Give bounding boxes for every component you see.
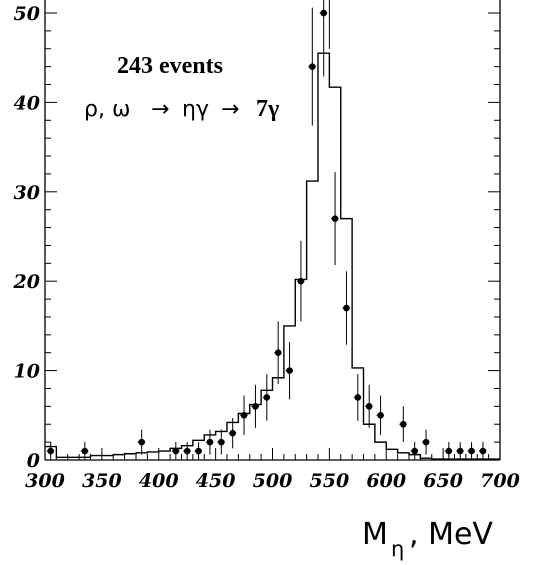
point-marker — [81, 447, 89, 455]
point-marker — [206, 438, 214, 446]
data-point — [251, 384, 260, 428]
reaction-start: ρ, ω — [84, 97, 130, 122]
x-tick-label: 650 — [423, 470, 463, 492]
point-marker — [297, 277, 305, 285]
data-point — [194, 442, 203, 460]
reaction-arrow-2: → — [221, 97, 239, 122]
histogram-layer — [45, 0, 500, 460]
x-axis-label-subscript: η — [391, 537, 404, 561]
point-marker — [240, 412, 248, 419]
point-marker — [172, 447, 180, 455]
point-marker — [183, 447, 191, 455]
x-axis-label-unit: , MeV — [409, 517, 493, 552]
x-tick-label: 550 — [310, 470, 350, 492]
y-tick-label: 50 — [14, 3, 40, 25]
point-marker — [377, 412, 384, 419]
point-marker — [365, 403, 373, 410]
reaction-arrow-1: → — [151, 97, 169, 122]
point-marker — [456, 447, 464, 455]
point-marker — [138, 438, 145, 446]
data-point — [205, 429, 214, 455]
data-point — [478, 442, 487, 460]
data-point — [376, 395, 385, 435]
point-marker — [331, 215, 339, 222]
y-tick-label: 20 — [13, 271, 40, 293]
events-annotation: 243 events — [117, 53, 223, 79]
data-point — [137, 429, 146, 455]
y-tick-label: 10 — [14, 361, 40, 383]
data-point — [46, 442, 55, 460]
point-marker — [309, 63, 316, 70]
x-tick-label: 700 — [480, 470, 520, 492]
reaction-end: 7γ — [256, 96, 279, 122]
point-marker — [422, 438, 430, 446]
point-marker — [445, 447, 453, 455]
plot-frame — [44, 0, 501, 461]
data-point — [399, 406, 408, 443]
data-point — [274, 321, 283, 385]
data-point — [171, 442, 180, 460]
data-point — [262, 374, 271, 421]
data-point — [285, 341, 294, 400]
x-tick-label: 600 — [366, 470, 406, 492]
point-marker — [195, 447, 202, 455]
y-tick-label: 30 — [14, 182, 40, 204]
x-tick-label: 350 — [82, 470, 122, 492]
point-marker — [263, 394, 271, 401]
data-point — [467, 442, 476, 460]
x-tick-label: 400 — [139, 470, 179, 492]
data-point — [183, 442, 192, 460]
reaction-mid: ηγ — [182, 97, 209, 122]
ticks-layer: 300 350 400 450 500 550 600 650 700 0 10 20 30 40 50 — [13, 3, 520, 492]
point-marker — [400, 420, 407, 428]
point-marker — [343, 304, 350, 312]
point-marker — [320, 9, 327, 17]
point-marker — [252, 403, 259, 410]
data-point — [228, 417, 237, 449]
y-tick-label: 40 — [14, 92, 40, 114]
point-marker — [354, 394, 362, 401]
point-marker — [468, 447, 475, 455]
data-point — [331, 172, 340, 266]
data-point — [353, 374, 362, 421]
point-marker — [479, 447, 487, 455]
data-point — [240, 395, 249, 435]
point-marker — [47, 447, 54, 455]
data-point — [365, 384, 374, 428]
point-marker — [218, 438, 225, 446]
point-marker — [274, 349, 282, 357]
data-point — [410, 442, 419, 460]
data-point — [308, 7, 317, 126]
point-marker — [411, 447, 418, 455]
data-point — [444, 442, 453, 460]
x-axis-label-main: M — [362, 517, 388, 552]
x-axis-label: M η , MeV — [362, 517, 493, 561]
data-point — [217, 429, 226, 455]
y-tick-label: 0 — [27, 450, 40, 472]
point-marker — [286, 367, 293, 374]
reaction-annotation: ρ, ω → ηγ → 7γ — [84, 96, 279, 122]
data-point — [80, 442, 89, 460]
data-point — [319, 0, 328, 77]
data-point — [296, 240, 305, 322]
x-tick-label: 450 — [196, 470, 236, 492]
x-tick-label: 300 — [25, 470, 65, 492]
data-point — [342, 271, 351, 345]
data-point — [422, 429, 431, 455]
data-point — [456, 442, 465, 460]
x-tick-label: 500 — [253, 470, 293, 492]
point-marker — [229, 429, 236, 437]
data-points-layer — [46, 0, 487, 460]
